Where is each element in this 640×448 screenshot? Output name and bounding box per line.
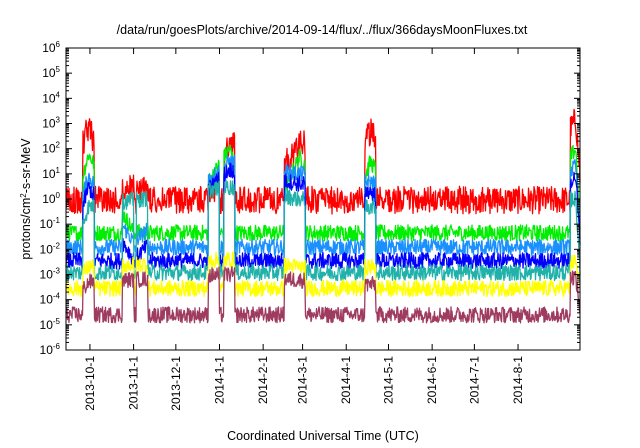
x-tick-label: 2013-11-1: [127, 356, 141, 410]
series-line: [65, 266, 581, 324]
x-tick-label: 2014-2-1: [256, 356, 270, 404]
y-tick-label: 10-6: [40, 342, 61, 357]
series-layer: [65, 108, 581, 324]
chart-title: /data/run/goesPlots/archive/2014-09-14/f…: [117, 23, 528, 37]
y-tick-label: 100: [42, 191, 60, 206]
x-tick-label: 2013-12-1: [169, 356, 183, 411]
y-tick-label: 10-2: [40, 241, 61, 256]
y-axis-label-sup: 2: [19, 193, 28, 198]
series-line: [65, 251, 581, 298]
y-axis: 10-6 10-5 10-4 10-3 10-2 10-1 100 101 102 103 104 1…: [40, 40, 580, 357]
y-tick-label: 104: [42, 90, 60, 105]
y-tick-label: 103: [42, 116, 60, 131]
x-axis: 2013-10-1 2013-11-1 2013-12-1 2014-1-1 2014-…: [83, 48, 525, 411]
y-tick-label: 106: [42, 40, 60, 55]
y-tick-label: 105: [42, 65, 60, 80]
y-tick-label: 10-5: [40, 317, 61, 332]
y-axis-label-tail: -s-sr-MeV: [19, 138, 33, 194]
x-tick-label: 2014-1-1: [212, 356, 226, 404]
series-line: [65, 162, 581, 270]
y-tick-label: 101: [42, 166, 60, 181]
x-tick-label: 2014-6-1: [425, 356, 439, 404]
x-axis-label: Coordinated Universal Time (UTC): [227, 429, 419, 443]
series-line: [65, 108, 581, 215]
y-axis-label: protons/cm2-s-sr-MeV: [19, 138, 34, 260]
x-tick-label: 2014-5-1: [381, 356, 395, 404]
x-tick-label: 2014-8-1: [511, 356, 525, 404]
y-tick-label: 102: [42, 141, 60, 156]
y-tick-label: 10-3: [40, 267, 61, 282]
series-line: [65, 179, 581, 282]
x-tick-label: 2014-4-1: [339, 356, 353, 404]
series-line: [65, 154, 581, 257]
y-tick-label: 10-4: [40, 292, 61, 307]
y-tick-label: 10-1: [40, 216, 61, 231]
x-tick-label: 2014-3-1: [296, 356, 310, 404]
x-tick-label: 2013-10-1: [83, 356, 97, 411]
series-line: [65, 144, 581, 242]
y-axis-label-main: protons/cm: [19, 198, 33, 260]
x-tick-label: 2014-7-1: [467, 356, 481, 404]
